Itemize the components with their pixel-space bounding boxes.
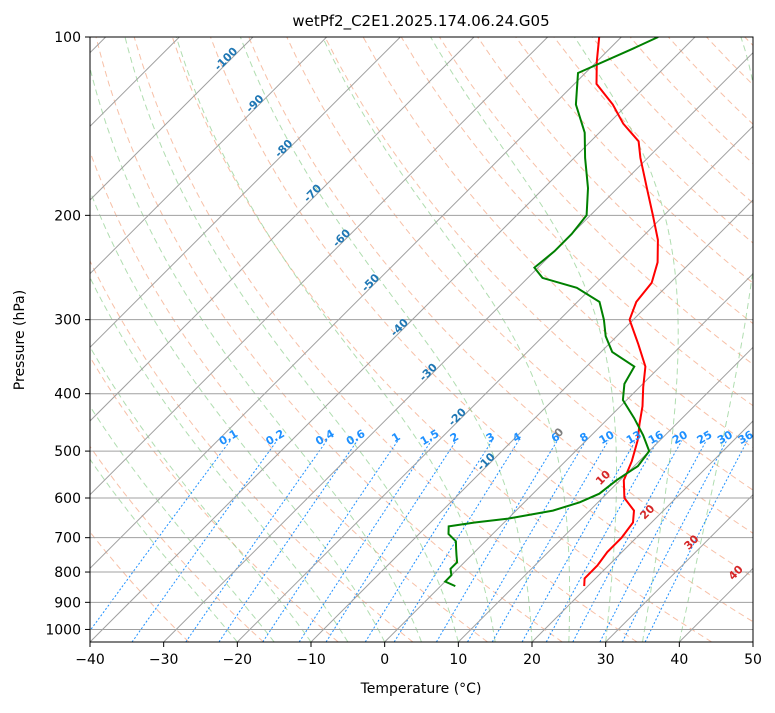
plot-background	[90, 37, 753, 642]
y-tick-label: 700	[54, 531, 81, 547]
x-tick-label: 20	[523, 652, 541, 668]
y-tick-label: 1000	[45, 622, 81, 638]
y-tick-label: 100	[54, 30, 81, 46]
y-tick-label: 400	[54, 387, 81, 403]
x-tick-label: 40	[670, 652, 688, 668]
y-tick-label: 600	[54, 491, 81, 507]
y-tick-label: 500	[54, 444, 81, 460]
x-tick-label: −10	[296, 652, 326, 668]
isotherm-line	[753, 37, 775, 642]
x-tick-label: 0	[380, 652, 389, 668]
x-tick-label: 50	[744, 652, 762, 668]
y-axis-label: Pressure (hPa)	[12, 290, 28, 390]
y-tick-label: 800	[54, 565, 81, 581]
x-tick-label: −40	[75, 652, 105, 668]
y-tick-label: 200	[54, 208, 81, 224]
y-tick-label: 300	[54, 313, 81, 329]
x-tick-label: 10	[449, 652, 467, 668]
x-tick-label: −20	[223, 652, 253, 668]
x-tick-label: 30	[597, 652, 615, 668]
y-tick-label: 900	[54, 595, 81, 611]
chart-title: wetPf2_C2E1.2025.174.06.24.G05	[292, 12, 549, 31]
x-tick-label: −30	[149, 652, 179, 668]
x-axis-label: Temperature (°C)	[360, 681, 482, 697]
